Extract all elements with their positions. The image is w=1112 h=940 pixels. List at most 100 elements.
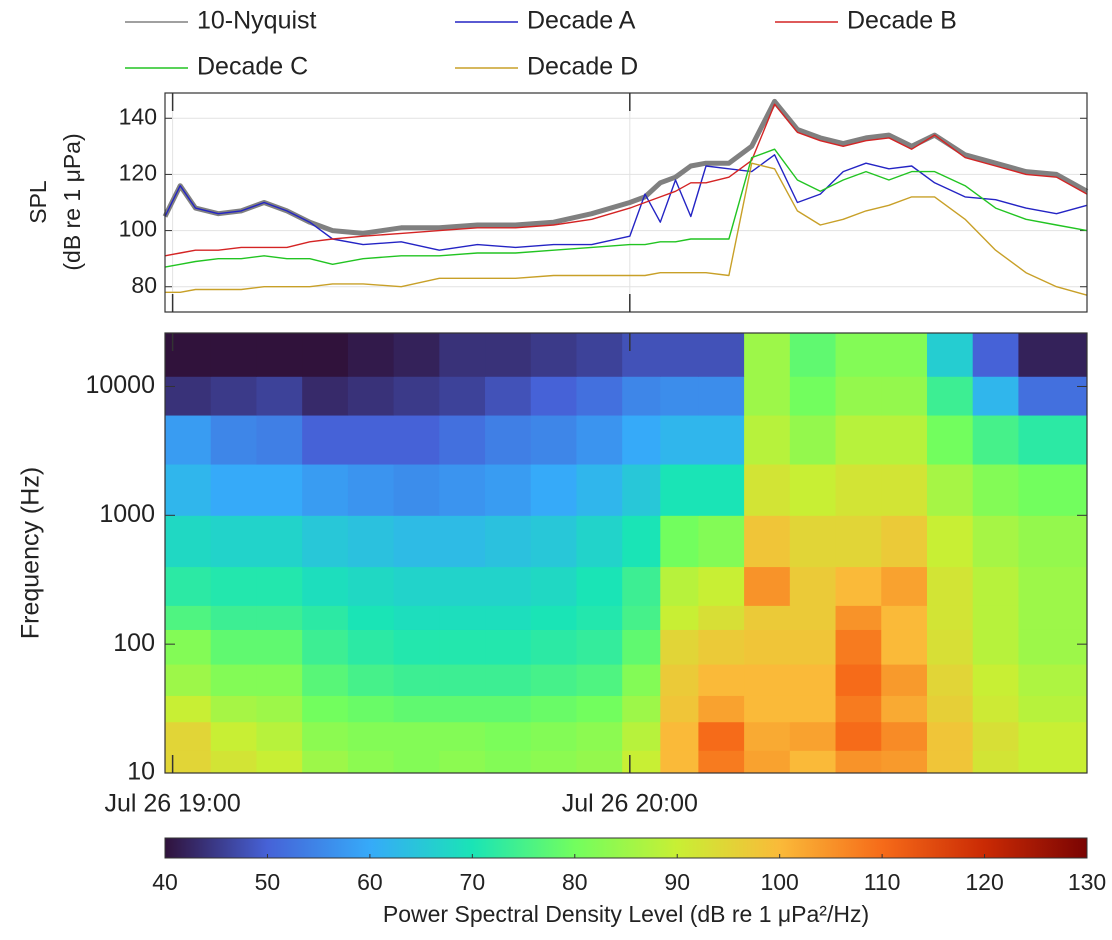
- heatmap-cell: [439, 750, 486, 774]
- heatmap-cell: [1018, 415, 1088, 465]
- heatmap-cell: [210, 721, 257, 751]
- heatmap-cell: [439, 333, 486, 377]
- heatmap-cell: [926, 415, 974, 465]
- heatmap-cell: [530, 515, 577, 568]
- heatmap-cell: [972, 566, 1019, 606]
- heatmap-cell: [926, 721, 974, 751]
- heatmap-cell: [210, 629, 257, 665]
- y-tick-label: 120: [119, 160, 157, 186]
- heatmap-cell: [660, 515, 699, 568]
- heatmap-cell: [302, 721, 349, 751]
- heatmap-cell: [622, 605, 661, 630]
- heatmap-cell: [530, 629, 577, 665]
- colorbar-tick-label: 130: [1068, 869, 1106, 895]
- heatmap-cell: [972, 750, 1019, 774]
- heatmap-cell: [165, 750, 212, 774]
- y-tick-label: 100: [119, 216, 157, 242]
- heatmap-cell: [439, 605, 486, 630]
- heatmap-cell: [881, 664, 928, 696]
- heatmap-cell: [660, 695, 699, 723]
- heatmap-cell: [393, 605, 440, 630]
- heatmap-cell: [1018, 566, 1088, 606]
- heatmap-cell: [530, 415, 577, 465]
- heatmap-cell: [256, 695, 303, 723]
- heatmap-cell: [485, 415, 532, 465]
- heatmap-cell: [576, 605, 623, 630]
- heatmap-cell: [835, 566, 882, 606]
- heatmap-cell: [1018, 515, 1088, 568]
- heatmap-cell: [256, 515, 303, 568]
- colorbar-tick-label: 90: [664, 869, 690, 895]
- heatmap-cell: [881, 415, 928, 465]
- heatmap-cell: [165, 464, 212, 516]
- heatmap-cell: [347, 566, 395, 606]
- heatmap-cell: [926, 664, 974, 696]
- heatmap-cell: [393, 333, 440, 377]
- heatmap-cell: [744, 721, 791, 751]
- heatmap-cell: [302, 566, 349, 606]
- heatmap-cell: [393, 664, 440, 696]
- heatmap-cell: [835, 695, 882, 723]
- heatmap-cell: [789, 515, 837, 568]
- y-tick-label: 80: [131, 272, 157, 298]
- heatmap-cell: [698, 605, 745, 630]
- heatmap-cell: [1018, 721, 1088, 751]
- heatmap-cell: [972, 605, 1019, 630]
- heatmap-cell: [622, 333, 661, 377]
- heatmap-cell: [744, 515, 791, 568]
- heatmap-cell: [881, 605, 928, 630]
- heatmap-cell: [165, 566, 212, 606]
- heatmap-cell: [165, 415, 212, 465]
- heatmap-cell: [210, 664, 257, 696]
- heatmap-cell: [485, 695, 532, 723]
- heatmap-cell: [789, 695, 837, 723]
- heatmap-cell: [789, 415, 837, 465]
- heatmap-cell: [835, 605, 882, 630]
- heatmap-cell: [622, 376, 661, 416]
- legend-label: Decade B: [847, 7, 957, 35]
- heatmap-cell: [485, 515, 532, 568]
- heatmap-cell: [622, 721, 661, 751]
- heatmap-cell: [1018, 695, 1088, 723]
- heatmap-cell: [530, 376, 577, 416]
- heatmap-cell: [576, 566, 623, 606]
- heatmap-cell: [972, 695, 1019, 723]
- heatmap-cell: [165, 515, 212, 568]
- heatmap-cell: [485, 629, 532, 665]
- legend-label: Decade C: [197, 53, 308, 81]
- heatmap-cell: [256, 721, 303, 751]
- heatmap-cell: [530, 333, 577, 377]
- heatmap-cell: [744, 750, 791, 774]
- heatmap-cell: [744, 664, 791, 696]
- heatmap-cell: [835, 376, 882, 416]
- heatmap-cell: [439, 721, 486, 751]
- heatmap-cell: [256, 629, 303, 665]
- heatmap-cell: [972, 721, 1019, 751]
- heatmap-cell: [881, 464, 928, 516]
- heatmap-cell: [347, 515, 395, 568]
- heatmap-cell: [698, 566, 745, 606]
- heatmap-cell: [576, 333, 623, 377]
- heatmap-cell: [256, 376, 303, 416]
- heatmap-cell: [1018, 376, 1088, 416]
- heatmap-cell: [347, 629, 395, 665]
- heatmap-cell: [347, 333, 395, 377]
- heatmap-cell: [347, 721, 395, 751]
- heatmap-cell: [881, 333, 928, 377]
- heatmap-cell: [835, 629, 882, 665]
- heatmap-cell: [485, 750, 532, 774]
- heatmap-cell: [256, 333, 303, 377]
- heatmap-cell: [698, 664, 745, 696]
- heatmap-cell: [881, 566, 928, 606]
- heatmap-cell: [622, 629, 661, 665]
- heatmap-cell: [210, 515, 257, 568]
- heatmap-cell: [926, 566, 974, 606]
- heatmap-cell: [302, 376, 349, 416]
- heatmap-cell: [530, 721, 577, 751]
- heatmap-cell: [698, 376, 745, 416]
- heatmap-cell: [972, 333, 1019, 377]
- line-series: [164, 154, 1088, 251]
- heatmap-cell: [972, 629, 1019, 665]
- heatmap-cell: [393, 515, 440, 568]
- x-tick-label: Jul 26 19:00: [105, 790, 241, 818]
